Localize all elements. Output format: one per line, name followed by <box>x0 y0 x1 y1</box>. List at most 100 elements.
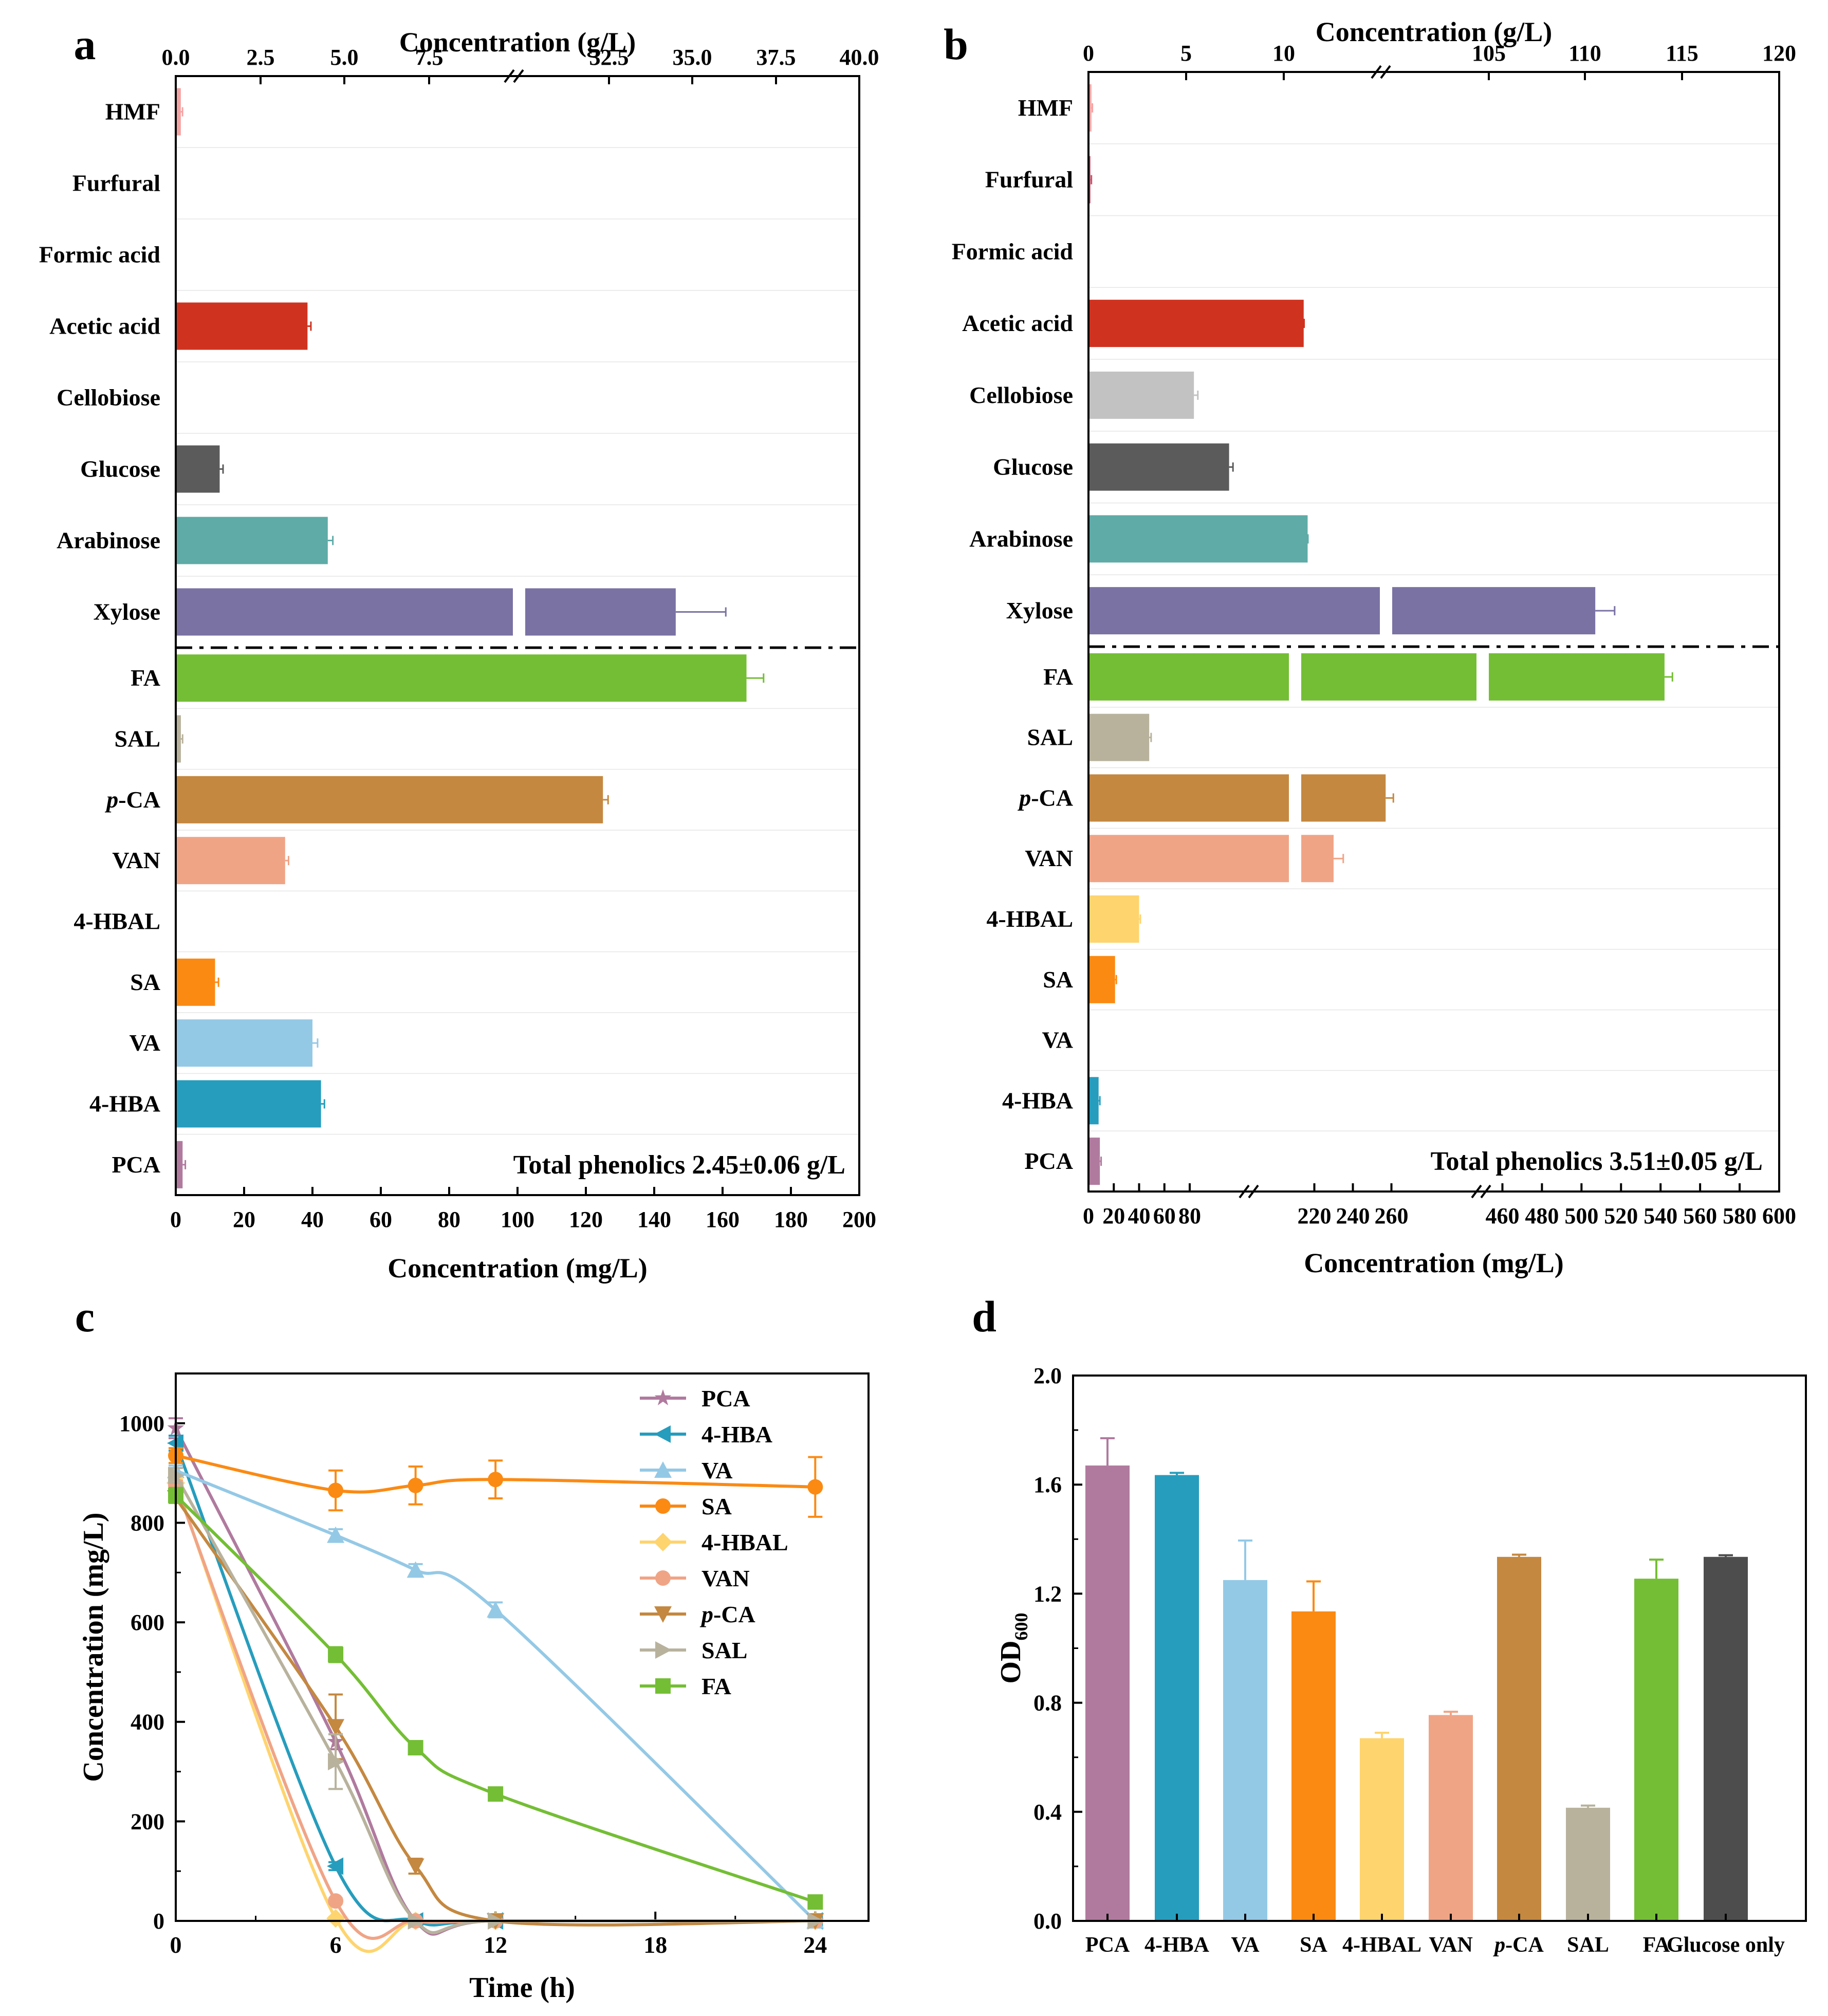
top-tick-label: 0 <box>1083 41 1094 66</box>
marker-sal <box>328 1753 345 1771</box>
bar-arabinose <box>176 517 328 564</box>
y-tick-label: 400 <box>131 1710 164 1735</box>
x-tick-label-fa: FA <box>1643 1933 1671 1957</box>
bar-p-ca <box>1088 774 1386 822</box>
bar-4-hba <box>1088 1077 1099 1125</box>
row-label-pca: PCA <box>112 1151 160 1178</box>
bottom-tick-label: 160 <box>706 1207 740 1232</box>
row-label-glucose: Glucose <box>993 454 1073 480</box>
y-tick-label: 0.8 <box>1033 1691 1062 1716</box>
row-label-cellobiose: Cellobiose <box>57 384 160 411</box>
bar-sal <box>1088 713 1150 761</box>
row-label-sal: SAL <box>115 726 160 752</box>
row-label-acetic-acid: Acetic acid <box>49 313 160 339</box>
legend-marker-pca <box>654 1389 672 1405</box>
bar-4-hba <box>1155 1475 1199 1921</box>
marker-fa <box>328 1647 344 1663</box>
bottom-tick-label: 460 <box>1485 1203 1519 1229</box>
x-tick-label-pca: PCA <box>1085 1933 1130 1957</box>
bar-pca <box>1085 1465 1130 1921</box>
row-label-arabinose: Arabinose <box>969 525 1073 552</box>
bottom-axis-label: Concentration (mg/L) <box>387 1253 647 1284</box>
top-tick-label: 5.0 <box>330 45 359 70</box>
marker-va <box>487 1601 505 1618</box>
legend-marker-van <box>655 1570 671 1586</box>
series-line-va <box>175 1469 817 1922</box>
plot-frame-top <box>175 75 860 1196</box>
bar-hmf <box>1088 84 1092 132</box>
legend-marker-sal <box>655 1641 672 1659</box>
bar-p-ca <box>1497 1556 1541 1921</box>
y-tick-label: 2.0 <box>1033 1363 1062 1388</box>
bar-sa <box>176 958 215 1006</box>
bar-acetic-acid <box>176 302 308 350</box>
legend-label-fa: FA <box>701 1673 731 1699</box>
bar-van-break <box>1289 834 1301 884</box>
x-tick-label-4-hba: 4-HBA <box>1144 1933 1210 1957</box>
bottom-tick-label: 60 <box>1153 1203 1176 1229</box>
top-tick-label: 105 <box>1472 41 1506 66</box>
legend-label-4-hba: 4-HBA <box>701 1421 772 1447</box>
legend-label-va: VA <box>701 1457 733 1483</box>
row-label-va: VA <box>129 1030 160 1056</box>
row-label-fa: FA <box>131 665 160 691</box>
series-line-sa <box>175 1454 816 1494</box>
row-label-pca: PCA <box>1024 1148 1073 1174</box>
top-axis-label: Concentration (g/L) <box>399 27 636 58</box>
marker-sa <box>488 1472 504 1488</box>
bar-xylose <box>176 588 676 636</box>
total-phenolics-annotation: Total phenolics 3.51±0.05 g/L <box>1431 1147 1763 1176</box>
y-tick-label: 0.4 <box>1033 1800 1062 1825</box>
row-label-glucose: Glucose <box>80 456 160 482</box>
bottom-tick-label: 40 <box>1128 1203 1151 1229</box>
panel-label-d: d <box>972 1292 996 1341</box>
bar-arabinose <box>1088 515 1308 563</box>
x-tick-label-p-ca: p-CA <box>1493 1933 1544 1957</box>
bottom-tick-label: 500 <box>1564 1203 1598 1229</box>
bottom-tick-label: 580 <box>1723 1203 1757 1229</box>
bar-van <box>176 837 285 885</box>
bottom-axis-label: Concentration (mg/L) <box>1304 1248 1563 1278</box>
bar-pca <box>176 1141 183 1188</box>
top-tick-label: 37.5 <box>756 45 796 70</box>
top-tick-label: 35.0 <box>673 45 712 70</box>
y-tick-label: 800 <box>131 1510 164 1535</box>
bottom-tick-label: 80 <box>1178 1203 1201 1229</box>
marker-fa <box>488 1786 504 1802</box>
bottom-tick-label: 0 <box>1083 1203 1094 1229</box>
bar-sa <box>1088 956 1115 1003</box>
bottom-tick-label: 20 <box>233 1207 255 1232</box>
row-label-sa: SA <box>130 969 160 995</box>
bar-glucose <box>176 445 220 493</box>
row-label-cellobiose: Cellobiose <box>969 382 1073 408</box>
row-label-sal: SAL <box>1027 724 1073 750</box>
x-tick-label: 0 <box>170 1932 182 1958</box>
y-axis-label: OD600 <box>995 1613 1031 1684</box>
top-tick-label: 7.5 <box>415 45 444 70</box>
marker-van <box>328 1893 344 1909</box>
top-tick-label: 32.5 <box>589 45 629 70</box>
bottom-tick-label: 480 <box>1525 1203 1559 1229</box>
row-label-p-ca: p-CA <box>104 786 160 813</box>
x-tick-label: 6 <box>330 1932 342 1958</box>
marker-fa <box>807 1894 823 1910</box>
legend-marker-p-ca <box>654 1606 672 1623</box>
y-tick-label: 200 <box>131 1809 164 1834</box>
legend-marker-4-hba <box>654 1425 671 1443</box>
top-tick-label: 10 <box>1272 41 1295 66</box>
bottom-tick-label: 600 <box>1762 1203 1796 1229</box>
bar-xylose <box>1088 587 1596 635</box>
legend-marker-fa <box>655 1678 671 1694</box>
legend-label-p-ca: p-CA <box>699 1601 755 1627</box>
legend-marker-4-hbal <box>654 1533 672 1551</box>
row-label-va: VA <box>1042 1027 1073 1053</box>
x-tick-label: 18 <box>643 1932 667 1958</box>
y-tick-label: 1.2 <box>1033 1581 1062 1606</box>
row-label-4-hbal: 4-HBAL <box>73 908 160 934</box>
marker-fa <box>408 1740 423 1756</box>
row-label-van: VAN <box>112 847 160 873</box>
y-tick-label: 0 <box>153 1909 164 1934</box>
bottom-tick-label: 80 <box>438 1207 460 1232</box>
bottom-tick-label: 560 <box>1683 1203 1717 1229</box>
y-tick-label: 0.0 <box>1033 1909 1062 1934</box>
